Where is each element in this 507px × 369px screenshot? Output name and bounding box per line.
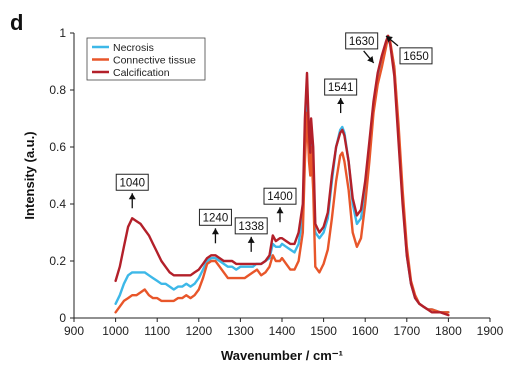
annotation-label: 1541	[328, 82, 354, 94]
y-axis-title: Intensity (a.u.)	[22, 131, 37, 219]
legend-label: Necrosis	[113, 42, 154, 54]
axes: 900 1000 1100 1200 1300 1400 1500 1600 1700 1800 1…	[49, 26, 503, 338]
y-tick-label: 0.4	[49, 197, 66, 211]
annotation-label: 1650	[403, 51, 429, 63]
annotation-box	[399, 47, 433, 65]
annotation-box	[324, 78, 358, 96]
annotation-label: 1040	[119, 177, 145, 189]
x-tick-label: 1000	[102, 324, 129, 338]
peak-annotation: 1040	[115, 173, 149, 209]
panel-label: d	[10, 10, 23, 35]
x-tick-label: 1300	[227, 324, 254, 338]
peak-annotation: 1630	[345, 32, 379, 64]
peak-annotation: 1650	[385, 35, 433, 65]
x-tick-label: 1800	[435, 324, 462, 338]
peak-annotation: 1400	[263, 187, 297, 223]
y-tick-label: 0.8	[49, 83, 66, 97]
x-tick-label: 1400	[269, 324, 296, 338]
annotation-arrow-head	[211, 228, 219, 235]
annotation-arrow-head	[247, 236, 255, 243]
annotation-arrow-head	[337, 98, 345, 105]
y-tick-label: 0.6	[49, 140, 66, 154]
annotation-label: 1400	[267, 191, 293, 203]
x-tick-label: 900	[64, 324, 84, 338]
series-lines	[114, 34, 450, 317]
x-tick-label: 1700	[393, 324, 420, 338]
peak-annotation: 1240	[198, 208, 232, 244]
peak-annotation: 1338	[234, 217, 268, 252]
y-tick-label: 1	[59, 26, 66, 40]
annotation-label: 1240	[203, 212, 229, 224]
annotation-box	[263, 187, 297, 205]
annotation-arrow-head	[386, 35, 393, 43]
annotation-label: 1338	[238, 221, 264, 233]
peak-annotations: 1040 1240 1338 1400 1541 1630 1650	[115, 32, 433, 252]
annotation-box	[234, 217, 268, 235]
y-tick-label: 0	[59, 311, 66, 325]
x-tick-label: 1500	[310, 324, 337, 338]
annotation-box	[198, 208, 232, 226]
x-tick-label: 1600	[352, 324, 379, 338]
x-axis-title: Wavenumber / cm⁻¹	[221, 348, 343, 363]
legend-label: Connective tissue	[113, 55, 196, 67]
x-tick-label: 1900	[477, 324, 504, 338]
x-tick-label: 1200	[185, 324, 212, 338]
y-tick-label: 0.2	[49, 254, 66, 268]
peak-annotation: 1541	[324, 78, 358, 114]
annotation-box	[345, 32, 379, 50]
x-tick-label: 1100	[144, 324, 170, 338]
annotation-arrow-head	[276, 207, 284, 214]
annotation-arrow-head	[367, 56, 374, 63]
series-line-2	[114, 34, 450, 317]
legend-label: Calcification	[113, 67, 170, 79]
annotation-box	[115, 173, 149, 191]
annotation-label: 1630	[349, 36, 375, 48]
series-line-1	[114, 34, 450, 314]
annotation-arrow-head	[128, 193, 136, 200]
